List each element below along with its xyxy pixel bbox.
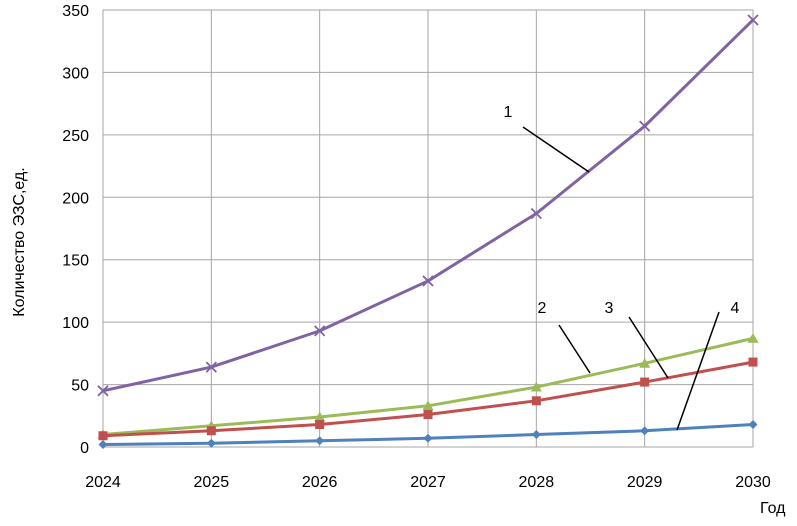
data-point [422,275,434,287]
data-point [640,377,650,387]
data-point [206,438,216,448]
callout-line-4 [676,311,720,431]
x-tick-labels: 2024 2025 2026 2027 2028 2029 2030 [85,474,771,491]
data-point [531,430,541,440]
series-4 [98,420,758,450]
data-point [206,426,216,436]
data-point [640,426,650,436]
callout-label-2: 2 [538,300,547,317]
y-axis-title: Количество ЭЗС,ед. [11,167,28,317]
data-point [315,436,325,446]
data-point [314,411,326,422]
data-point [423,433,433,443]
data-point [531,396,541,406]
callout-label-4: 4 [731,300,740,317]
y-tick-label: 100 [62,315,89,332]
x-tick-label: 2028 [519,474,555,491]
callout-label-3: 3 [605,300,614,317]
x-tick-label: 2030 [735,474,771,491]
data-point [422,400,434,411]
data-point [423,410,433,420]
callout-label-1: 1 [504,104,513,121]
x-axis-title: Год [760,500,786,517]
data-point [639,120,651,132]
series-callouts: 1 2 3 4 [504,104,740,431]
y-tick-label: 50 [71,378,89,395]
x-tick-label: 2026 [302,474,338,491]
data-point [530,381,542,392]
y-tick-labels: 0 50 100 150 200 250 300 350 [62,3,89,457]
data-point [97,385,109,397]
data-point [530,207,542,220]
data-point [639,357,651,368]
callout-line-2 [558,324,591,374]
data-point [98,431,108,441]
grid [102,9,754,448]
data-point [205,361,217,373]
y-tick-label: 350 [62,3,89,20]
x-tick-label: 2029 [627,474,663,491]
data-point [98,440,108,450]
y-tick-label: 0 [80,440,89,457]
y-tick-label: 300 [62,65,89,82]
data-point [747,14,759,26]
y-tick-label: 150 [62,253,89,270]
callout-line-3 [628,316,669,379]
y-tick-label: 250 [62,128,89,145]
series-lines [97,14,759,450]
data-point [747,332,759,343]
x-tick-label: 2025 [194,474,230,491]
data-point [315,420,325,430]
series-1 [97,14,759,397]
data-point [748,357,758,367]
y-tick-label: 200 [62,190,89,207]
callout-line-1 [522,126,590,173]
x-tick-label: 2027 [410,474,446,491]
series-3 [98,357,758,441]
data-point [748,420,758,430]
x-tick-label: 2024 [85,474,121,491]
data-point [314,325,326,337]
